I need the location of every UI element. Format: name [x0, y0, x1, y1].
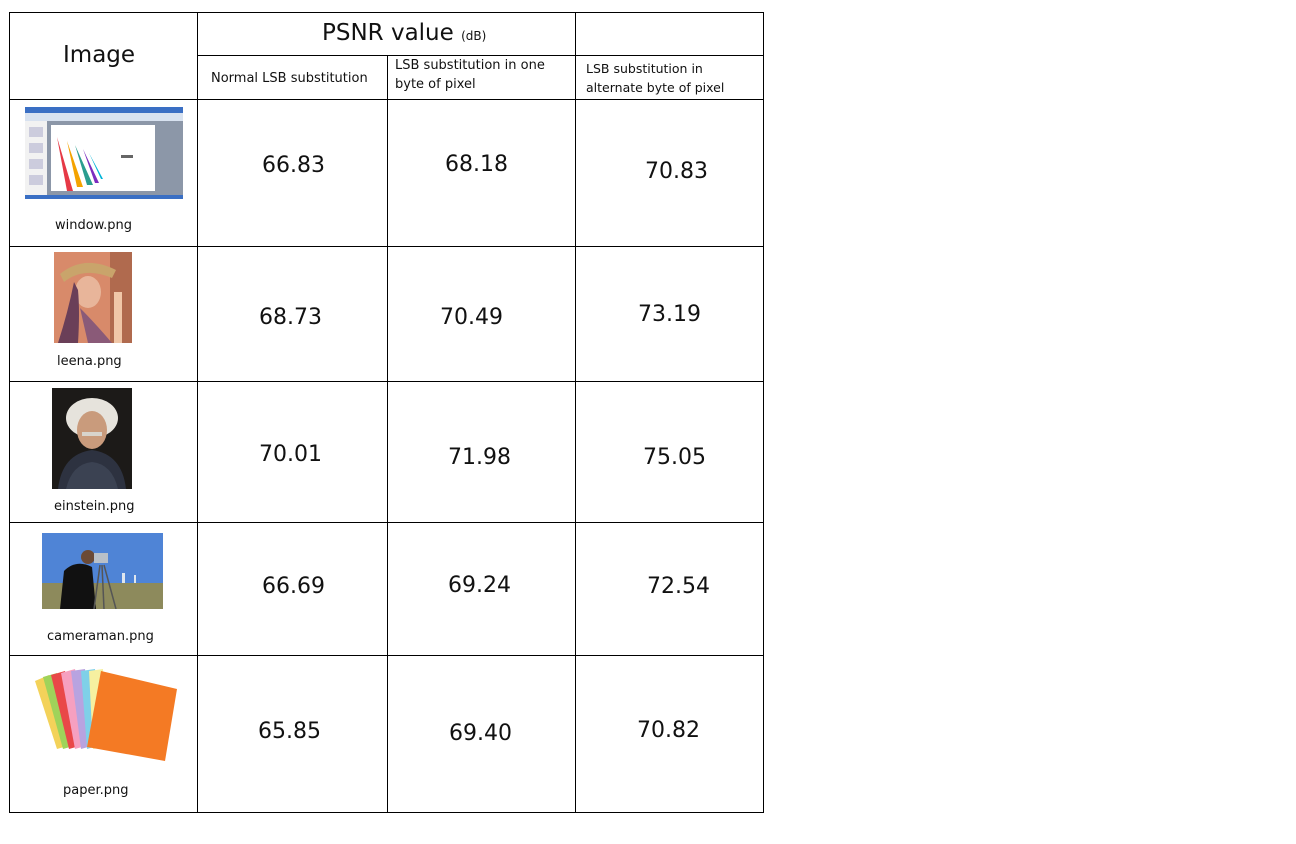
grid-line — [387, 55, 388, 813]
value-normal-lsb: 65.85 — [258, 719, 321, 744]
grid-line — [9, 99, 764, 100]
grid-line — [197, 12, 764, 13]
file-name: leena.png — [57, 354, 122, 369]
grid-line — [763, 12, 764, 813]
sub-header-alternate-byte: LSB substitution in alternate byte of pi… — [586, 61, 725, 95]
grid-line — [197, 12, 198, 813]
leena-portrait-thumbnail — [54, 252, 132, 343]
sub-header-one-byte: LSB substitution in one byte of pixel — [395, 58, 545, 92]
file-name: cameraman.png — [47, 629, 154, 644]
grid-line — [197, 55, 764, 56]
value-alternate-byte: 70.83 — [645, 159, 708, 184]
sub-header-normal-lsb: Normal LSB substitution — [211, 71, 368, 86]
grid-line — [9, 655, 764, 656]
value-normal-lsb: 66.69 — [262, 574, 325, 599]
grid-line — [9, 246, 764, 247]
psnr-unit: (dB) — [461, 29, 487, 43]
value-alternate-byte: 75.05 — [643, 445, 706, 470]
psnr-table: Image PSNR value (dB) Normal LSB substit… — [9, 12, 764, 813]
psnr-header-label: PSNR value — [322, 20, 454, 46]
value-one-byte: 70.49 — [440, 305, 503, 330]
value-one-byte: 69.40 — [449, 721, 512, 746]
file-name: window.png — [55, 218, 133, 233]
window-screenshot-thumbnail — [25, 107, 183, 199]
value-normal-lsb: 70.01 — [259, 442, 322, 467]
value-one-byte: 69.24 — [448, 573, 511, 598]
grid-line — [9, 12, 197, 13]
einstein-portrait-thumbnail — [52, 388, 132, 489]
value-one-byte: 68.18 — [445, 152, 508, 177]
image-column-header: Image — [63, 42, 136, 68]
file-name: paper.png — [63, 783, 129, 798]
psnr-header: PSNR value (dB) — [322, 20, 486, 46]
grid-line — [9, 812, 764, 813]
value-alternate-byte: 73.19 — [638, 302, 701, 327]
cameraman-photo-thumbnail — [42, 533, 163, 609]
grid-line — [9, 522, 764, 523]
value-alternate-byte: 70.82 — [637, 718, 700, 743]
value-normal-lsb: 68.73 — [259, 305, 322, 330]
colored-paper-thumbnail — [31, 667, 177, 762]
value-one-byte: 71.98 — [448, 445, 511, 470]
value-normal-lsb: 66.83 — [262, 153, 325, 178]
grid-line — [9, 381, 764, 382]
value-alternate-byte: 72.54 — [647, 574, 710, 599]
grid-line — [9, 12, 10, 813]
grid-line — [575, 12, 576, 813]
file-name: einstein.png — [54, 499, 135, 514]
